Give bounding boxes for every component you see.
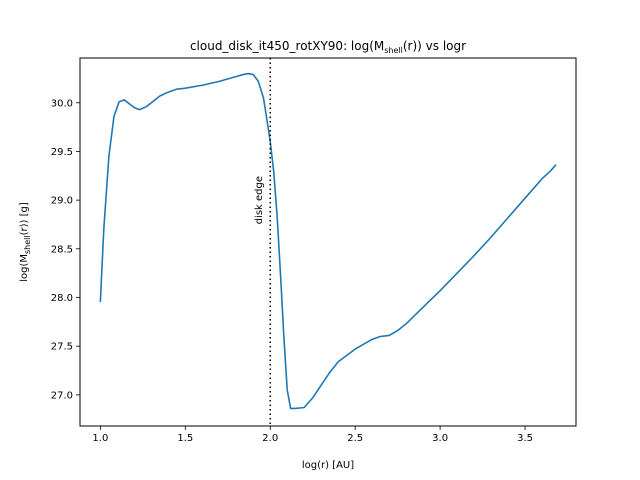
x-axis-ticks: 1.0 1.5 2.0 2.5 3.0 3.5 xyxy=(92,426,533,444)
disk-edge-label: disk edge xyxy=(254,176,265,224)
y-tick-label: 30.0 xyxy=(51,98,73,109)
x-tick-label: 1.5 xyxy=(177,433,193,444)
y-axis-label-subscript: shell xyxy=(23,235,32,254)
axes-frame xyxy=(79,57,577,427)
y-tick-label: 27.5 xyxy=(51,342,73,353)
x-axis-label: log(r) [AU] xyxy=(302,460,354,471)
chart-title: cloud_disk_it450_rotXY90: log(Mshell(r))… xyxy=(190,39,466,55)
y-axis-ticks: 27.0 27.5 28.0 28.5 29.0 29.5 30.0 xyxy=(51,98,80,401)
y-tick-label: 28.5 xyxy=(51,244,73,255)
x-tick-label: 2.5 xyxy=(347,433,363,444)
chart-title-subscript: shell xyxy=(384,46,403,55)
y-tick-label: 29.0 xyxy=(51,196,73,207)
series-line xyxy=(99,72,557,410)
y-tick-label: 29.5 xyxy=(51,147,73,158)
x-tick-label: 1.0 xyxy=(92,433,108,444)
y-axis-label: log(Mshell(r)) [g] xyxy=(19,202,32,282)
y-tick-label: 27.0 xyxy=(51,390,73,401)
plot-area: disk edge xyxy=(99,58,557,426)
x-tick-label: 3.0 xyxy=(432,433,448,444)
x-tick-label: 3.5 xyxy=(517,433,533,444)
y-tick-label: 28.0 xyxy=(51,293,73,304)
x-tick-label: 2.0 xyxy=(262,433,278,444)
